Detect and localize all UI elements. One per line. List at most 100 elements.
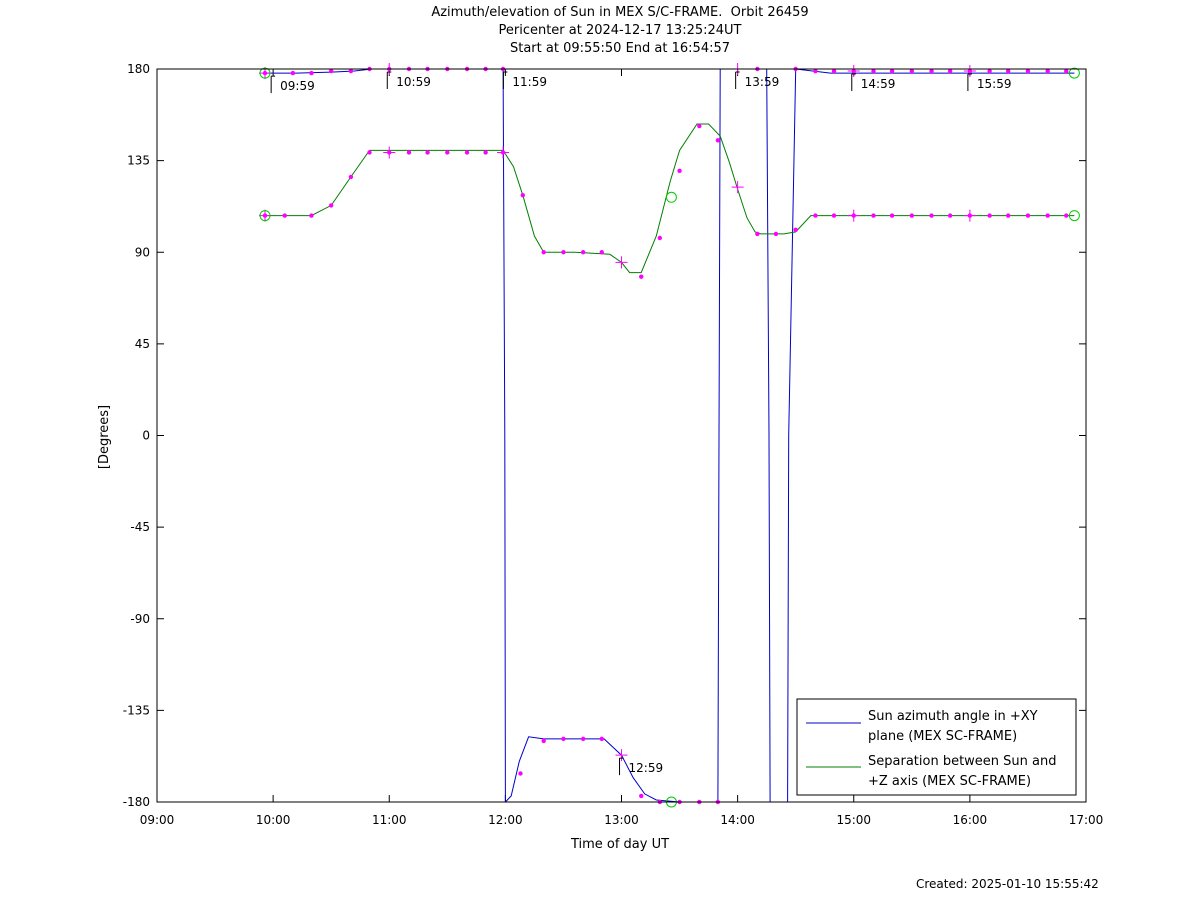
chart-titles: Azimuth/elevation of Sun in MEX S/C-FRAM…	[0, 4, 1200, 58]
sample-dot	[367, 150, 372, 155]
sample-dot	[639, 274, 644, 279]
annotation-label: 10:59	[396, 75, 431, 89]
y-tick-label: 45	[135, 337, 150, 351]
x-tick-label: 09:00	[140, 813, 175, 827]
sample-dot	[1005, 68, 1011, 74]
sample-dot	[677, 168, 682, 174]
sample-dot	[518, 771, 523, 776]
sample-dot	[773, 231, 779, 237]
y-tick-label: 135	[127, 154, 150, 168]
hour-plus-marker	[731, 181, 744, 194]
sample-dot	[1025, 213, 1031, 218]
hour-plus-marker	[847, 209, 860, 222]
sample-dot	[599, 736, 604, 742]
sample-dot	[831, 213, 837, 218]
x-tick-label: 10:00	[256, 813, 291, 827]
annotation-label: 12:59	[629, 761, 664, 775]
sample-dot	[348, 68, 354, 74]
sample-dot	[309, 213, 314, 218]
endpoint-circle	[259, 210, 271, 222]
endpoint-circle	[1068, 210, 1080, 222]
x-tick-label: 14:00	[720, 813, 755, 827]
sample-dot	[697, 123, 702, 129]
plot-series	[265, 69, 1075, 802]
sample-dot	[561, 250, 566, 255]
sample-dot	[282, 213, 287, 218]
x-tick-label: 13:00	[604, 813, 639, 827]
sample-dot	[909, 68, 915, 74]
legend-label-azimuth-2: plane (MEX SC-FRAME)	[868, 729, 1017, 744]
y-tick-label: -90	[130, 612, 150, 626]
chart-title-line-1: Azimuth/elevation of Sun in MEX S/C-FRAM…	[431, 5, 809, 20]
sample-dot	[947, 68, 953, 74]
sample-dot	[813, 68, 818, 74]
sample-dot	[987, 213, 992, 218]
legend-label-azimuth-1: Sun azimuth angle in +XY	[868, 709, 1038, 724]
sample-dot	[464, 150, 470, 155]
sample-dot	[290, 70, 296, 76]
sample-dot	[561, 736, 566, 742]
sample-dot	[1064, 213, 1069, 218]
plot-frame	[156, 68, 1087, 803]
sample-dot	[657, 235, 663, 241]
sample-dot	[639, 793, 644, 799]
sample-dot	[831, 68, 837, 74]
separation-series-line	[265, 123, 1075, 274]
x-tick-label: 15:00	[836, 813, 871, 827]
time-annotations: 09:59 10:59 11:59 12:59 13:59 14:59 15:59	[270, 71, 1011, 776]
hour-plus-marker	[963, 65, 976, 78]
annotation-pointer	[386, 71, 392, 89]
annotation-label: 14:59	[861, 77, 896, 91]
sample-dot	[328, 68, 334, 74]
hour-plus-marker	[497, 146, 510, 159]
hour-plus-marker	[615, 256, 628, 269]
hour-plus-marker	[847, 65, 860, 78]
plot-markers	[258, 63, 1080, 808]
sample-dot	[1025, 68, 1031, 74]
hour-plus-marker	[615, 749, 628, 762]
x-axis-label: Time of day UT	[570, 837, 669, 852]
sample-dot	[1045, 68, 1050, 74]
sample-dot	[520, 193, 525, 198]
sample-dot	[483, 150, 488, 155]
annotation-label: 13:59	[745, 75, 780, 89]
y-tick-label: -135	[123, 703, 150, 717]
sample-dot	[947, 213, 953, 218]
y-tick-label: -45	[130, 520, 150, 534]
sample-dot	[328, 203, 334, 208]
legend-label-separation-1: Separation between Sun and	[868, 754, 1056, 769]
hour-plus-marker	[383, 146, 396, 159]
x-tick-label: 12:00	[488, 813, 523, 827]
sample-dot	[889, 68, 895, 74]
sample-dot	[793, 227, 798, 233]
sample-dot	[929, 213, 934, 218]
sample-dot	[348, 174, 354, 180]
sample-dot	[580, 250, 586, 255]
x-tick-label: 17:00	[1069, 813, 1104, 827]
chart-title-line-2: Pericenter at 2024-12-17 13:25:24UT	[498, 23, 742, 38]
y-tick-label: 180	[127, 62, 150, 76]
sample-dot	[871, 213, 876, 218]
created-timestamp: Created: 2025-01-10 15:55:42	[916, 877, 1099, 891]
chart-title-line-3: Start at 09:55:50 End at 16:54:57	[509, 41, 731, 56]
hour-plus-marker	[258, 209, 271, 222]
hour-plus-marker	[963, 209, 976, 222]
annotation-pointer	[619, 757, 624, 776]
sample-dot	[1064, 68, 1069, 74]
annotation-label: 09:59	[280, 79, 315, 93]
endpoint-circle	[1068, 67, 1080, 79]
endpoint-circle	[665, 191, 677, 203]
x-tick-label: 11:00	[372, 813, 407, 827]
sample-dot	[541, 250, 546, 255]
y-axis-label: [Degrees]	[97, 405, 112, 469]
sample-dot	[1045, 213, 1050, 218]
sample-dot	[871, 68, 876, 74]
sample-dot	[309, 70, 314, 76]
sample-dot	[580, 736, 586, 742]
y-tick-label: 0	[142, 429, 150, 443]
sample-dot	[929, 68, 934, 74]
annotation-pointer	[967, 73, 972, 92]
sample-dot	[445, 150, 450, 155]
sample-dot	[406, 150, 412, 155]
